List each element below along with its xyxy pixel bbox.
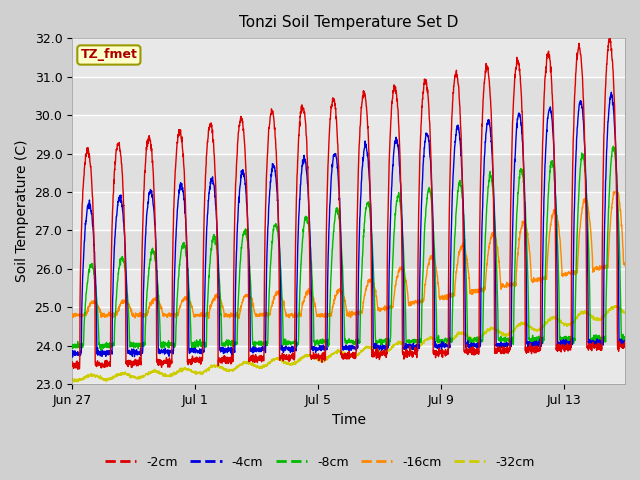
Bar [72, 230, 625, 269]
Text: TZ_fmet: TZ_fmet [81, 48, 138, 61]
Legend: -2cm, -4cm, -8cm, -16cm, -32cm: -2cm, -4cm, -8cm, -16cm, -32cm [100, 451, 540, 474]
X-axis label: Time: Time [332, 413, 365, 427]
Bar [72, 77, 625, 115]
Title: Tonzi Soil Temperature Set D: Tonzi Soil Temperature Set D [239, 15, 458, 30]
Bar [72, 307, 625, 346]
Bar [72, 154, 625, 192]
Y-axis label: Soil Temperature (C): Soil Temperature (C) [15, 140, 29, 282]
